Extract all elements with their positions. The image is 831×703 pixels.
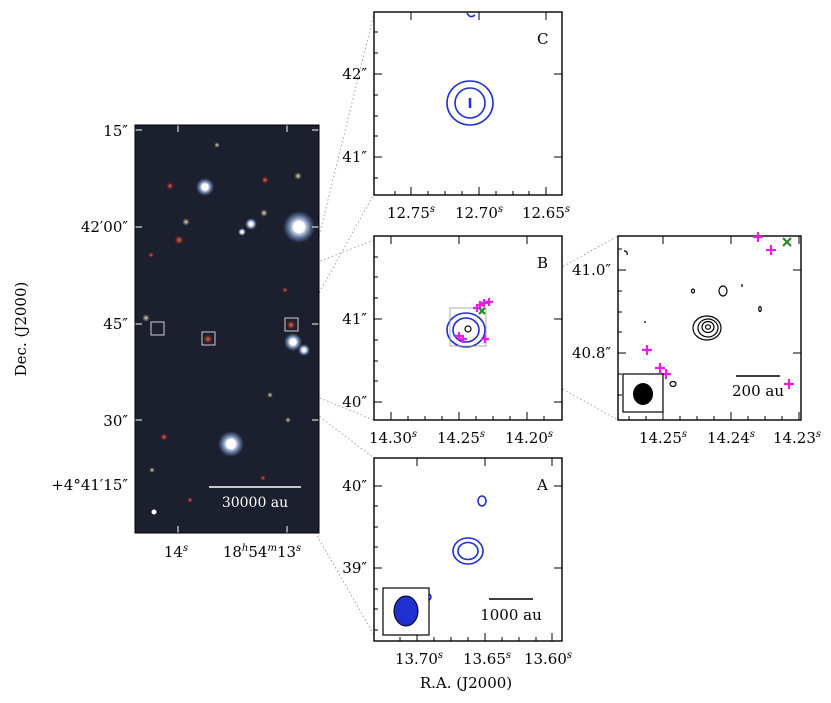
panel-b-markers <box>455 298 493 343</box>
sky-scalebar-label: 30000 au <box>222 495 288 511</box>
region-box-a <box>201 331 216 346</box>
panel-zoom-beam <box>622 373 664 413</box>
panel-b: B <box>373 235 563 421</box>
panel-a-xtick-1360: 13.60s <box>524 650 572 668</box>
panel-zoom-xtick-1424: 14.24s <box>707 429 755 447</box>
region-box-c <box>284 317 299 332</box>
panel-a-scalebar-label: 1000 au <box>480 606 542 624</box>
panel-c-xtick-1275: 12.75s <box>387 204 435 222</box>
panel-c-letter: C <box>537 30 548 48</box>
sky-image-ticks <box>135 125 319 533</box>
panel-zoom: 200 au <box>617 232 802 421</box>
panel-a-xtick-1365: 13.65s <box>463 650 511 668</box>
panel-zoom-ytick-408: 40.8″ <box>572 344 611 362</box>
panel-c-xtick-1265: 12.65s <box>522 204 570 222</box>
panel-zoom-ticks <box>618 236 801 420</box>
panel-c-contours <box>446 12 494 126</box>
dec-axis-label: Dec. (J2000) <box>12 282 30 377</box>
panel-b-ytick-41: 41″ <box>342 310 367 328</box>
panel-c-ytick-42: 42″ <box>342 65 367 83</box>
region-box-b <box>150 321 165 336</box>
panel-c-xtick-1270: 12.70s <box>455 204 503 222</box>
sky-xtick-14s: 14s <box>164 543 188 561</box>
panel-c: C <box>373 11 563 196</box>
panel-c-ytick-41: 41″ <box>342 148 367 166</box>
sky-ytick-45: 45″ <box>103 315 128 333</box>
panel-c-ticks <box>374 12 562 195</box>
panel-b-ticks <box>374 236 562 420</box>
sky-stars <box>142 142 315 515</box>
panel-b-xtick-1430: 14.30s <box>369 429 417 447</box>
panel-b-zoom-box <box>449 307 487 347</box>
panel-a-xtick-1370: 13.70s <box>395 650 443 668</box>
sky-ytick-4200: 42′00″ <box>81 218 129 236</box>
panel-b-xtick-1425: 14.25s <box>437 429 485 447</box>
panel-b-ytick-40: 40″ <box>342 393 367 411</box>
panel-a-beam <box>382 587 430 636</box>
panel-a-letter: A <box>536 476 548 494</box>
panel-zoom-xtick-1423: 14.23s <box>773 429 821 447</box>
panel-b-contours <box>446 307 487 348</box>
panel-zoom-scalebar-label: 200 au <box>732 382 784 400</box>
panel-b-xtick-1420: 14.20s <box>505 429 553 447</box>
panel-c-frame <box>373 11 563 196</box>
panel-zoom-contours <box>623 250 762 388</box>
panel-b-letter: B <box>537 254 548 272</box>
sky-ytick-30: 30″ <box>103 412 128 430</box>
panel-zoom-xtick-1425: 14.25s <box>639 429 687 447</box>
sky-ytick-15: 15″ <box>103 122 128 140</box>
sky-image-panel: 30000 au <box>134 124 320 534</box>
panel-zoom-markers <box>642 232 794 389</box>
sky-xtick-185413s: 18h54m13s <box>223 543 301 561</box>
panel-a-ytick-39: 39″ <box>342 559 367 577</box>
panel-a: 1000 au A <box>373 457 563 642</box>
panel-zoom-ytick-410: 41.0″ <box>572 261 611 279</box>
panel-a-ytick-40: 40″ <box>342 477 367 495</box>
sky-image-frame <box>134 124 320 534</box>
sky-ytick-4115: +4°41′15″ <box>51 476 128 494</box>
panel-b-frame <box>373 235 563 421</box>
ra-axis-label: R.A. (J2000) <box>420 674 512 692</box>
